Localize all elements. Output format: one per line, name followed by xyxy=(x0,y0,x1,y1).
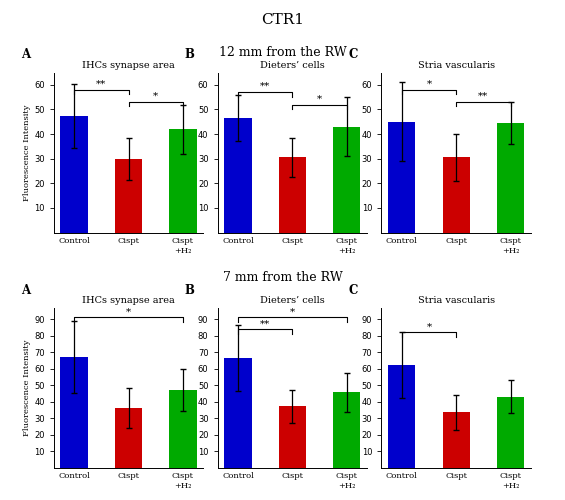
Text: **: ** xyxy=(479,92,489,101)
Y-axis label: Fluorescence Intensity: Fluorescence Intensity xyxy=(23,104,31,200)
Title: IHCs synapse area: IHCs synapse area xyxy=(82,62,175,70)
Bar xyxy=(497,396,524,468)
Bar xyxy=(497,123,524,232)
Text: C: C xyxy=(349,48,358,62)
Bar xyxy=(170,390,197,468)
Text: C: C xyxy=(349,284,358,296)
Y-axis label: Fluorescence Intensity: Fluorescence Intensity xyxy=(23,339,31,436)
Bar xyxy=(60,357,88,468)
Bar xyxy=(115,158,142,232)
Bar xyxy=(279,158,306,232)
Text: **: ** xyxy=(260,82,270,91)
Text: B: B xyxy=(185,284,194,296)
Text: *: * xyxy=(427,80,432,88)
Bar xyxy=(60,116,88,232)
Bar xyxy=(279,406,306,468)
Text: B: B xyxy=(185,48,194,62)
Text: A: A xyxy=(21,284,30,296)
Text: 12 mm from the RW: 12 mm from the RW xyxy=(219,46,346,59)
Bar xyxy=(388,365,415,468)
Title: IHCs synapse area: IHCs synapse area xyxy=(82,296,175,306)
Text: *: * xyxy=(153,92,158,101)
Bar xyxy=(442,158,470,232)
Bar xyxy=(333,126,360,232)
Bar xyxy=(224,118,251,232)
Title: Dieters’ cells: Dieters’ cells xyxy=(260,62,325,70)
Bar xyxy=(115,408,142,468)
Text: CTR1: CTR1 xyxy=(261,12,304,26)
Bar xyxy=(170,129,197,232)
Title: Stria vascularis: Stria vascularis xyxy=(418,296,495,306)
Bar xyxy=(442,412,470,468)
Text: 7 mm from the RW: 7 mm from the RW xyxy=(223,271,342,284)
Text: *: * xyxy=(290,308,295,316)
Text: *: * xyxy=(317,94,322,104)
Title: Stria vascularis: Stria vascularis xyxy=(418,62,495,70)
Text: A: A xyxy=(21,48,30,62)
Text: **: ** xyxy=(96,80,106,88)
Title: Dieters’ cells: Dieters’ cells xyxy=(260,296,325,306)
Text: *: * xyxy=(427,322,432,332)
Text: *: * xyxy=(126,308,131,316)
Text: **: ** xyxy=(260,320,270,328)
Bar xyxy=(388,122,415,232)
Bar xyxy=(224,358,251,468)
Bar xyxy=(333,392,360,468)
